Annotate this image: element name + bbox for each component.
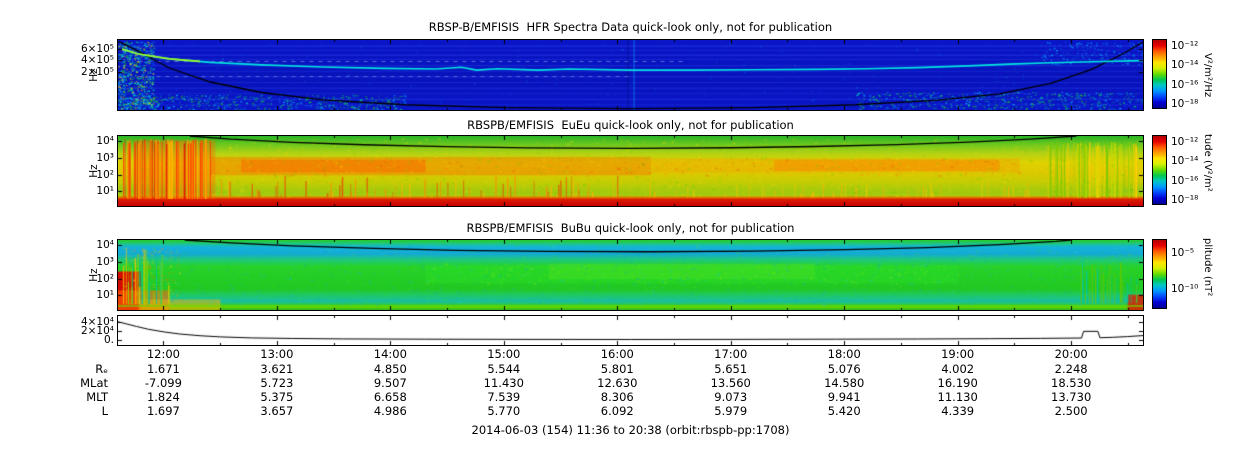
ephemeris-re-value-5: 5.651 <box>714 362 748 376</box>
time-tick-label-2: 14:00 <box>373 347 407 361</box>
ephemeris-re-value-0: 1.671 <box>146 362 180 376</box>
hfr-colorbar-unit-label: V²/m²/Hz <box>1202 52 1213 98</box>
buBu-colorbar-unit-label: plitude (nT² <box>1202 238 1213 297</box>
ephemeris-mlat-value-8: 18.530 <box>1051 376 1092 390</box>
ephemeris-mlt-value-6: 9.941 <box>827 390 861 404</box>
figure-caption: 2014-06-03 (154) 11:36 to 20:38 (orbit:r… <box>471 423 790 437</box>
buBu-panel-title: RBSPB/EMFISIS BuBu quick-look only, not … <box>466 221 795 235</box>
panel2-ytick-2: 10² <box>96 168 114 181</box>
ephemeris-re-value-3: 5.544 <box>487 362 521 376</box>
ephemeris-mlt-value-8: 13.730 <box>1051 390 1092 404</box>
ephemeris-re-value-4: 5.801 <box>600 362 634 376</box>
panel2-ytick-0: 10⁴ <box>96 134 114 147</box>
ephemeris-mlat-value-6: 14.580 <box>824 376 865 390</box>
time-tick-label-1: 13:00 <box>260 347 294 361</box>
panel2-colorbar-tick-2: 10⁻¹⁶ <box>1171 174 1199 187</box>
panel3-ytick-0: 10⁴ <box>96 238 114 251</box>
ephemeris-re-value-2: 4.850 <box>373 362 407 376</box>
ephemeris-mlat-value-4: 12.630 <box>597 376 638 390</box>
ephemeris-re-value-8: 2.248 <box>1054 362 1088 376</box>
ephemeris-l-value-1: 3.657 <box>260 404 294 418</box>
panel3-ytick-1: 10³ <box>96 255 114 268</box>
panel1-ytick-1: 4×10⁵ <box>80 54 114 67</box>
panel3-ytick-3: 10¹ <box>96 289 114 302</box>
panel4-ytick-2: 0. <box>103 334 114 347</box>
ephemeris-re-value-1: 3.621 <box>260 362 294 376</box>
ephemeris-mlat-value-0: -7.099 <box>144 376 182 390</box>
ephemeris-l-value-7: 4.339 <box>941 404 975 418</box>
buBu-colorbar <box>1152 239 1167 309</box>
time-tick-label-5: 17:00 <box>714 347 748 361</box>
panel1-colorbar-tick-2: 10⁻¹⁶ <box>1171 78 1199 91</box>
hfr-spectrogram-canvas <box>117 39 1144 111</box>
euEu-colorbar-unit-label: tude (V²/m² <box>1202 134 1213 192</box>
hfr-colorbar <box>1152 39 1167 109</box>
ephemeris-mlt-value-1: 5.375 <box>260 390 294 404</box>
ephemeris-l-value-4: 6.092 <box>600 404 634 418</box>
ephemeris-l-value-6: 5.420 <box>827 404 861 418</box>
ephemeris-line-canvas <box>117 315 1144 346</box>
ephemeris-mlat-value-1: 5.723 <box>260 376 294 390</box>
row-label-l: L <box>101 404 108 418</box>
ephemeris-re-value-6: 5.076 <box>827 362 861 376</box>
ephemeris-mlat-value-5: 13.560 <box>710 376 751 390</box>
ephemeris-l-value-8: 2.500 <box>1054 404 1088 418</box>
time-tick-label-3: 15:00 <box>487 347 521 361</box>
time-tick-label-4: 16:00 <box>600 347 634 361</box>
panel1-ytick-2: 2×10⁵ <box>80 66 114 79</box>
ephemeris-mlt-value-2: 6.658 <box>373 390 407 404</box>
time-tick-label-8: 20:00 <box>1054 347 1088 361</box>
time-tick-label-0: 12:00 <box>146 347 180 361</box>
ephemeris-mlt-value-5: 9.073 <box>714 390 748 404</box>
panel2-ytick-3: 10¹ <box>96 185 114 198</box>
ephemeris-l-value-5: 5.979 <box>714 404 748 418</box>
ephemeris-mlt-value-4: 8.306 <box>600 390 634 404</box>
ephemeris-mlt-value-7: 11.130 <box>937 390 978 404</box>
ephemeris-mlt-value-3: 7.539 <box>487 390 521 404</box>
ephemeris-mlat-value-3: 11.430 <box>483 376 524 390</box>
panel4-ytick-1: 2×10⁴ <box>80 325 114 338</box>
panel2-colorbar-tick-0: 10⁻¹² <box>1171 135 1199 148</box>
panel2-ytick-1: 10³ <box>96 151 114 164</box>
panel4-ytick-0: 4×10⁴ <box>80 316 114 329</box>
ephemeris-l-value-2: 4.986 <box>373 404 407 418</box>
panel1-colorbar-tick-3: 10⁻¹⁸ <box>1171 98 1199 111</box>
ephemeris-l-value-3: 5.770 <box>487 404 521 418</box>
panel1-colorbar-tick-1: 10⁻¹⁴ <box>1171 59 1199 72</box>
panel3-colorbar-tick-1: 10⁻¹⁰ <box>1171 283 1199 295</box>
panel2-colorbar-tick-3: 10⁻¹⁸ <box>1171 194 1199 207</box>
ephemeris-l-value-0: 1.697 <box>146 404 180 418</box>
row-label-mlt: MLT <box>86 390 108 404</box>
ephemeris-mlat-value-2: 9.507 <box>373 376 407 390</box>
euEu-panel-title: RBSPB/EMFISIS EuEu quick-look only, not … <box>467 118 794 132</box>
time-tick-label-7: 19:00 <box>941 347 975 361</box>
panel3-ytick-2: 10² <box>96 272 114 285</box>
row-label-mlat: MLat <box>80 376 108 390</box>
hfr-panel-title: RBSP-B/EMFISIS HFR Spectra Data quick-lo… <box>428 20 833 34</box>
buBu-spectrogram-canvas <box>117 239 1144 311</box>
euEu-spectrogram-canvas <box>117 135 1144 207</box>
panel2-colorbar-tick-1: 10⁻¹⁴ <box>1171 155 1199 168</box>
euEu-colorbar <box>1152 135 1167 205</box>
ephemeris-re-value-7: 4.002 <box>941 362 975 376</box>
row-label-re: Rₑ <box>95 362 108 376</box>
panel3-colorbar-tick-0: 10⁻⁵ <box>1171 246 1195 259</box>
ephemeris-mlt-value-0: 1.824 <box>146 390 180 404</box>
panel1-colorbar-tick-0: 10⁻¹² <box>1171 39 1199 52</box>
ephemeris-mlat-value-7: 16.190 <box>937 376 978 390</box>
panel1-ytick-0: 6×10⁵ <box>80 43 114 56</box>
time-tick-label-6: 18:00 <box>827 347 861 361</box>
